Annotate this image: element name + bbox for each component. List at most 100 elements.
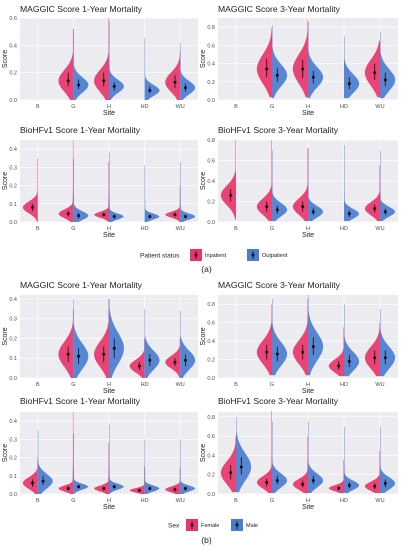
x-tick-label: WU (176, 498, 185, 504)
violin-half (308, 148, 324, 221)
violin-half (165, 185, 181, 222)
x-tick-label: B (36, 382, 40, 388)
y-tick-label: 0.8 (207, 415, 215, 421)
median-point (137, 488, 141, 492)
y-tick-label: 0.1 (9, 202, 17, 208)
median-point (337, 486, 341, 490)
median-point (275, 352, 279, 356)
y-tick-label: 0.0 (207, 220, 215, 226)
y-tick-label: 0.4 (9, 147, 17, 153)
median-point (137, 364, 141, 368)
violin-half (73, 298, 89, 378)
y-tick-label: 0.6 (207, 43, 215, 49)
chart-title: MAGGIC Score 3-Year Mortality (218, 280, 341, 290)
y-tick-label: 0.8 (207, 25, 215, 31)
median-point (112, 485, 116, 489)
x-tick-label: WU (176, 226, 185, 232)
x-tick-label: B (234, 382, 238, 388)
median-point (239, 465, 243, 469)
x-tick-label: WU (176, 382, 185, 388)
median-point (77, 485, 81, 489)
violin-half (380, 308, 396, 377)
y-tick-label: 0.2 (207, 358, 215, 364)
x-tick-label: B (234, 226, 238, 232)
x-tick-label: HD (141, 382, 149, 388)
y-tick-label: 0.0 (9, 376, 17, 382)
violin-half (380, 150, 396, 221)
x-tick-label: WU (375, 498, 384, 504)
x-tick-label: B (36, 498, 40, 504)
violin-half (308, 295, 324, 376)
median-point (347, 483, 351, 487)
x-tick-label: HD (340, 498, 348, 504)
x-tick-label: WU (375, 104, 384, 110)
median-point (301, 205, 305, 209)
violin-half (328, 460, 344, 494)
violin-half (256, 304, 272, 376)
median-point (275, 73, 279, 77)
y-tick-label: 0.2 (9, 184, 17, 190)
violin-half (220, 140, 236, 220)
violin-half (37, 430, 53, 494)
violin-half (364, 165, 380, 221)
y-axis-label: Score (2, 327, 9, 345)
legend-point-glyph (190, 523, 194, 527)
y-tick-label: 0.2 (9, 336, 17, 342)
median-point (102, 487, 106, 491)
x-tick-label: G (71, 104, 75, 110)
violin-half (380, 426, 396, 494)
x-tick-label: HD (141, 498, 149, 504)
violin-half (364, 40, 380, 98)
y-tick-label: 0.2 (9, 456, 17, 462)
y-tick-label: 0.0 (9, 492, 17, 498)
violin-half (165, 466, 181, 494)
x-tick-label: HD (340, 226, 348, 232)
violin-half (256, 140, 272, 221)
median-point (148, 215, 152, 219)
y-tick-label: 0.2 (207, 473, 215, 479)
x-tick-label: H (306, 382, 310, 388)
violin-half (144, 165, 160, 222)
x-tick-label: WU (375, 382, 384, 388)
legend-label: Outpatient (262, 253, 288, 259)
median-point (373, 484, 377, 488)
legend-point-glyph (194, 253, 198, 257)
chart-title: BioHFv1 Score 1-Year Mortality (20, 125, 141, 135)
legend-point-glyph (251, 253, 255, 257)
y-tick-label: 0.0 (9, 98, 17, 104)
x-tick-label: G (71, 382, 75, 388)
legend-title: Sex (168, 523, 180, 530)
violin-half (308, 21, 324, 99)
violin-half (292, 298, 308, 376)
median-point (347, 359, 351, 363)
median-point (383, 210, 387, 214)
x-tick-label: G (71, 226, 75, 232)
median-point (373, 356, 377, 360)
violin-half (380, 31, 396, 99)
violin-half (272, 298, 288, 376)
chart-title: MAGGIC Score 3-Year Mortality (218, 4, 341, 14)
violin-half (272, 421, 288, 494)
violin-half (22, 457, 38, 494)
violin-half (165, 50, 181, 100)
x-tick-label: G (71, 498, 75, 504)
median-point (173, 213, 177, 217)
y-tick-label: 0.3 (9, 317, 17, 323)
median-point (275, 208, 279, 212)
x-tick-label: G (270, 226, 274, 232)
median-point (112, 84, 116, 88)
legend-point-glyph (235, 523, 239, 527)
median-point (229, 471, 233, 475)
x-tick-label: B (36, 104, 40, 110)
median-point (301, 350, 305, 354)
chart-panel: BioHFv1 Score 1-Year Mortality 0.0 0.1 0.2 0… (2, 396, 198, 511)
violin-half (308, 421, 324, 494)
median-point (112, 346, 116, 350)
x-tick-label: HD (141, 104, 149, 110)
median-point (148, 88, 152, 92)
median-point (77, 214, 81, 218)
y-tick-label: 0.6 (207, 159, 215, 165)
median-point (301, 482, 305, 486)
y-tick-label: 0.6 (207, 434, 215, 440)
